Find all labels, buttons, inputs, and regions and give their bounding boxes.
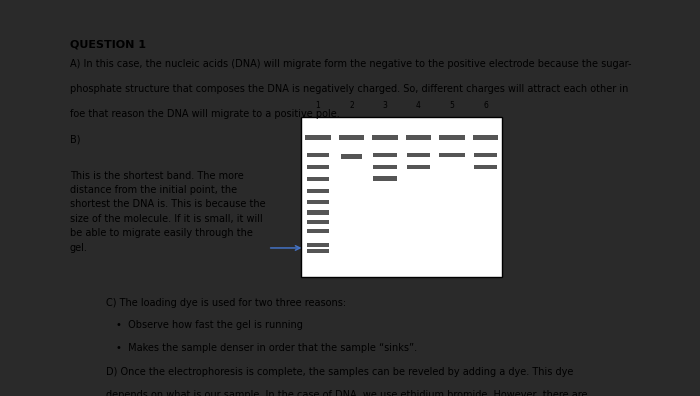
Text: 1: 1 (316, 101, 321, 110)
Bar (301, 116, 503, 277)
Bar (307, 200, 329, 204)
Text: 2: 2 (349, 101, 354, 110)
Text: This is the shortest band. The more
distance from the initial point, the
shortes: This is the shortest band. The more dist… (70, 171, 265, 253)
Bar (373, 165, 397, 169)
Text: 5: 5 (449, 101, 454, 110)
Bar (339, 135, 364, 140)
Bar (439, 152, 465, 157)
Bar (305, 135, 331, 140)
Bar (474, 152, 497, 157)
Bar (307, 188, 329, 193)
Text: foe that reason the DNA will migrate to a positive pole.: foe that reason the DNA will migrate to … (70, 109, 340, 119)
Text: C) The loading dye is used for two three reasons:: C) The loading dye is used for two three… (106, 298, 346, 308)
Text: A) In this case, the nucleic acids (DNA) will migrate form the negative to the p: A) In this case, the nucleic acids (DNA)… (70, 59, 631, 69)
Text: D) Once the electrophoresis is complete, the samples can be reveled by adding a : D) Once the electrophoresis is complete,… (106, 367, 574, 377)
Bar (307, 249, 329, 253)
Bar (372, 135, 398, 140)
Bar (307, 243, 329, 247)
Text: 4: 4 (416, 101, 421, 110)
Text: 3: 3 (383, 101, 388, 110)
Bar (307, 152, 329, 157)
Text: B): B) (70, 134, 80, 145)
Bar (473, 135, 498, 140)
Text: •  Observe how fast the gel is running: • Observe how fast the gel is running (116, 320, 302, 330)
Bar (307, 177, 329, 181)
Text: •  Makes the sample denser in order that the sample “sinks”.: • Makes the sample denser in order that … (116, 343, 416, 353)
Text: phosphate structure that composes the DNA is negatively charged. So, different c: phosphate structure that composes the DN… (70, 84, 628, 94)
Bar (474, 165, 497, 169)
Bar (307, 210, 329, 215)
Bar (307, 165, 329, 169)
Bar (307, 229, 329, 234)
Bar (373, 152, 397, 157)
Bar (406, 135, 431, 140)
Bar (407, 152, 430, 157)
Bar (341, 154, 363, 159)
Bar (407, 165, 430, 169)
Bar (439, 135, 465, 140)
Text: 6: 6 (483, 101, 488, 110)
Bar (307, 220, 329, 225)
Bar (373, 176, 397, 181)
Text: QUESTION 1: QUESTION 1 (70, 40, 146, 50)
Text: depends on what is our sample. In the case of DNA, we use ethidium bromide. Howe: depends on what is our sample. In the ca… (106, 390, 588, 396)
